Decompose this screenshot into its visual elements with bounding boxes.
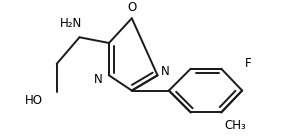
Text: H₂N: H₂N xyxy=(60,18,82,31)
Text: HO: HO xyxy=(24,94,42,107)
Text: N: N xyxy=(161,65,170,78)
Text: N: N xyxy=(94,73,102,86)
Text: CH₃: CH₃ xyxy=(224,119,246,132)
Text: O: O xyxy=(127,1,136,14)
Text: F: F xyxy=(245,57,252,70)
